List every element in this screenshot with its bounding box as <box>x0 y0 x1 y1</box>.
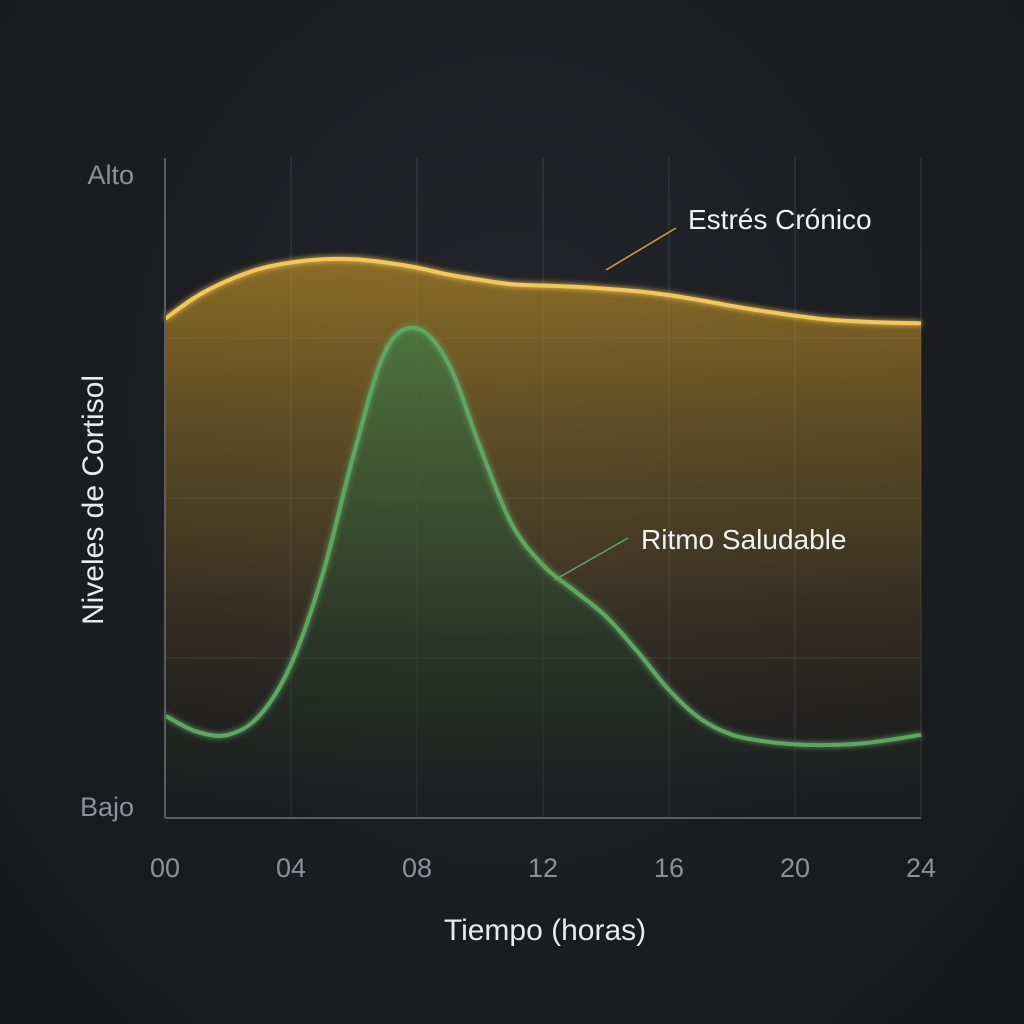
x-tick-label: 20 <box>780 853 810 883</box>
y-tick-label-bajo: Bajo <box>80 792 134 822</box>
x-tick-label: 08 <box>402 853 432 883</box>
x-axis-title: Tiempo (horas) <box>444 914 646 947</box>
healthy-annotation-label: Ritmo Saludable <box>641 524 846 555</box>
y-axis-title: Niveles de Cortisol <box>77 375 110 625</box>
healthy-area <box>165 327 921 818</box>
stress-annotation-leader <box>605 227 677 271</box>
x-tick-label: 24 <box>906 853 936 883</box>
stress-line <box>163 256 922 326</box>
healthy-annotation-leader <box>554 537 629 581</box>
x-tick-label: 04 <box>276 853 306 883</box>
y-tick-label-alto: Alto <box>87 160 134 190</box>
x-tick-labels: 00 04 08 12 16 20 24 <box>150 853 936 883</box>
x-tick-label: 16 <box>654 853 684 883</box>
stress-annotation-label: Estrés Crónico <box>688 204 872 235</box>
x-tick-label: 12 <box>528 853 558 883</box>
healthy-line <box>164 325 922 748</box>
x-tick-label: 00 <box>150 853 180 883</box>
